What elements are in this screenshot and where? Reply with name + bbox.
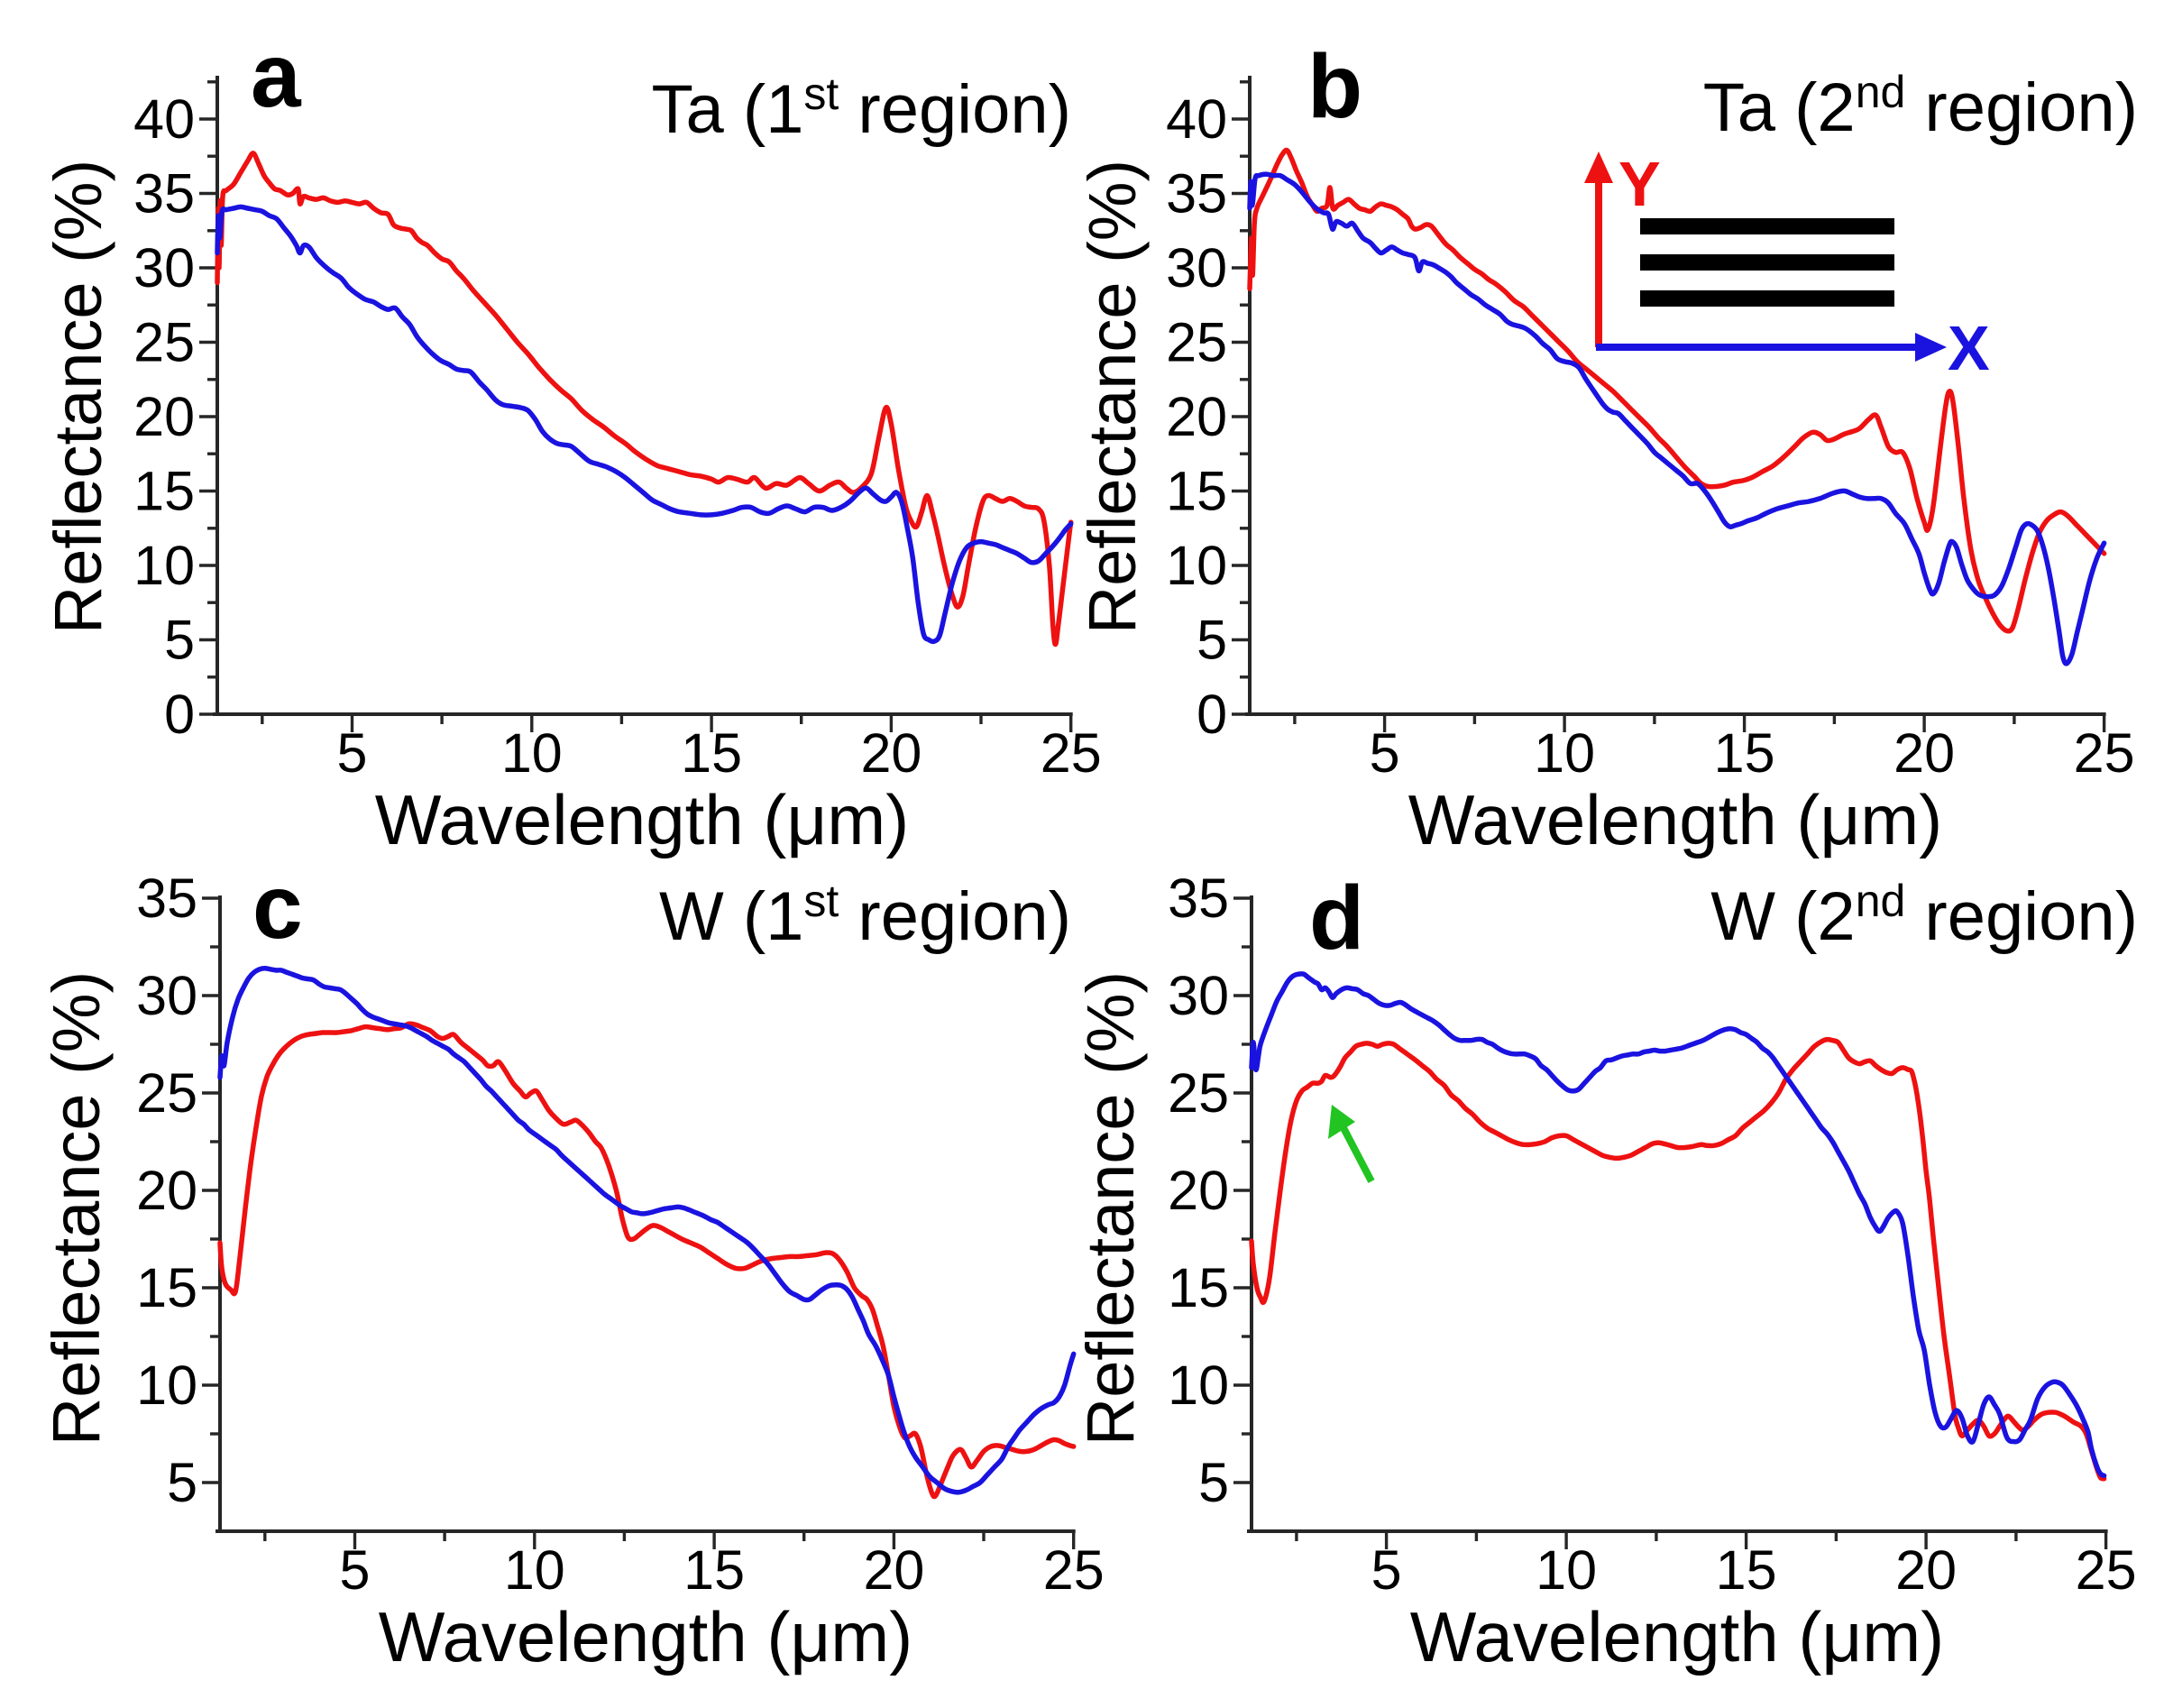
svg-text:20: 20 — [1168, 1160, 1229, 1221]
svg-text:Reflectance (%): Reflectance (%) — [1075, 160, 1150, 634]
svg-text:c: c — [252, 857, 303, 958]
svg-text:35: 35 — [1166, 163, 1227, 225]
svg-text:20: 20 — [863, 1539, 924, 1601]
svg-text:10: 10 — [1168, 1354, 1229, 1416]
svg-text:25: 25 — [1168, 1062, 1229, 1124]
svg-text:20: 20 — [1894, 722, 1955, 784]
svg-text:W (2nd region): W (2nd region) — [1710, 876, 2138, 955]
svg-text:10: 10 — [1166, 535, 1227, 596]
svg-text:20: 20 — [136, 1160, 197, 1221]
svg-text:b: b — [1307, 36, 1362, 137]
svg-text:d: d — [1309, 868, 1364, 969]
svg-text:25: 25 — [2076, 1539, 2137, 1601]
svg-text:15: 15 — [133, 461, 195, 522]
svg-text:35: 35 — [133, 163, 195, 225]
svg-text:10: 10 — [1536, 1539, 1597, 1601]
svg-text:a: a — [251, 25, 302, 126]
svg-text:10: 10 — [501, 722, 563, 784]
svg-text:Reflectance (%): Reflectance (%) — [39, 971, 114, 1446]
svg-text:40: 40 — [1166, 88, 1227, 150]
svg-text:15: 15 — [1716, 1539, 1777, 1601]
svg-text:20: 20 — [1895, 1539, 1957, 1601]
svg-text:10: 10 — [504, 1539, 565, 1601]
svg-text:35: 35 — [1168, 868, 1229, 929]
svg-text:Y: Y — [1618, 149, 1661, 219]
svg-text:25: 25 — [1041, 722, 1102, 784]
svg-text:20: 20 — [860, 722, 922, 784]
svg-text:15: 15 — [1166, 461, 1227, 522]
svg-text:Ta (1st region): Ta (1st region) — [651, 69, 1071, 148]
svg-text:Wavelength (μm): Wavelength (μm) — [1410, 1597, 1945, 1676]
svg-text:25: 25 — [2074, 722, 2135, 784]
svg-text:35: 35 — [136, 868, 197, 929]
svg-text:25: 25 — [133, 312, 195, 373]
svg-text:30: 30 — [1168, 965, 1229, 1026]
svg-text:25: 25 — [136, 1062, 197, 1124]
svg-text:0: 0 — [1197, 684, 1227, 745]
svg-text:15: 15 — [681, 722, 742, 784]
svg-text:10: 10 — [133, 535, 195, 596]
svg-text:Wavelength (μm): Wavelength (μm) — [1408, 780, 1943, 859]
svg-text:30: 30 — [136, 965, 197, 1026]
svg-text:X: X — [1948, 313, 1990, 383]
svg-text:15: 15 — [1714, 722, 1775, 784]
svg-text:5: 5 — [1371, 1539, 1402, 1601]
svg-text:5: 5 — [1370, 722, 1400, 784]
svg-text:5: 5 — [1197, 610, 1227, 671]
svg-text:Wavelength (μm): Wavelength (μm) — [375, 780, 910, 859]
svg-text:10: 10 — [1534, 722, 1595, 784]
svg-text:10: 10 — [136, 1354, 197, 1416]
svg-text:25: 25 — [1043, 1539, 1105, 1601]
svg-text:20: 20 — [133, 386, 195, 447]
svg-text:5: 5 — [337, 722, 368, 784]
svg-text:Ta (2nd region): Ta (2nd region) — [1703, 67, 2138, 146]
svg-text:25: 25 — [1166, 312, 1227, 373]
svg-text:15: 15 — [1168, 1257, 1229, 1318]
svg-text:20: 20 — [1166, 386, 1227, 447]
svg-text:5: 5 — [340, 1539, 371, 1601]
svg-text:30: 30 — [133, 237, 195, 298]
svg-text:5: 5 — [164, 610, 195, 671]
svg-text:15: 15 — [683, 1539, 745, 1601]
svg-text:Reflectance (%): Reflectance (%) — [41, 160, 115, 634]
svg-text:30: 30 — [1166, 237, 1227, 298]
svg-text:W (1st region): W (1st region) — [659, 876, 1071, 955]
svg-text:0: 0 — [164, 684, 195, 745]
svg-text:Wavelength (μm): Wavelength (μm) — [379, 1597, 913, 1676]
svg-text:Reflectance (%): Reflectance (%) — [1073, 971, 1148, 1446]
svg-text:5: 5 — [1198, 1452, 1229, 1513]
svg-text:15: 15 — [136, 1257, 197, 1318]
svg-text:40: 40 — [133, 88, 195, 150]
svg-text:5: 5 — [167, 1452, 197, 1513]
